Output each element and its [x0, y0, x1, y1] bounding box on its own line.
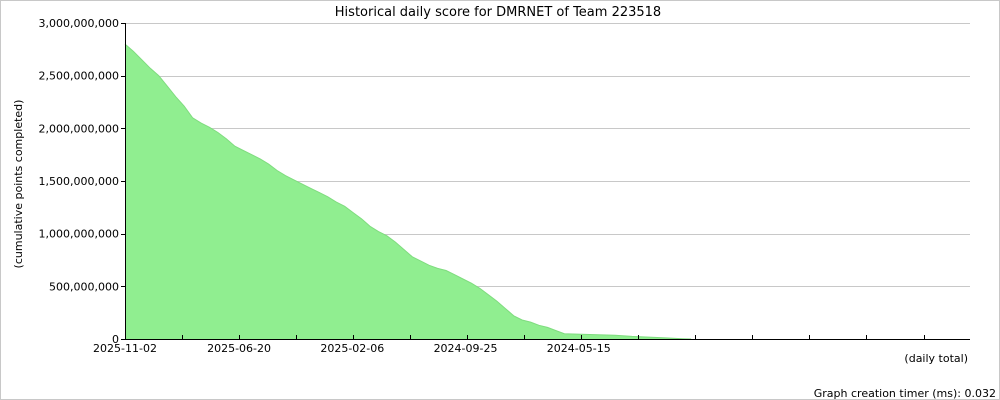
- series-area: [125, 44, 692, 339]
- x-tick-label: 2024-09-25: [434, 342, 498, 355]
- y-tick-label: 2,500,000,000: [39, 70, 119, 83]
- plot-area: 0 500,000,000 1,000,000,000 1,500,000,000 2,…: [39, 17, 970, 355]
- y-tick-label: 1,000,000,000: [39, 228, 119, 241]
- y-tick-label: 0: [112, 333, 119, 346]
- x-tick-label: 2025-02-06: [320, 342, 384, 355]
- graph-timer-footer: Graph creation timer (ms): 0.032: [814, 387, 996, 400]
- y-axis-label: (cumulative points completed): [12, 100, 25, 269]
- x-axis-label: (daily total): [904, 352, 968, 365]
- x-tick-label: 2025-11-02: [93, 342, 157, 355]
- y-tick-label: 500,000,000: [49, 280, 119, 293]
- chart-title: Historical daily score for DMRNET of Tea…: [335, 5, 661, 20]
- series-line: [124, 43, 692, 340]
- x-tick-label: 2024-05-15: [547, 342, 611, 355]
- y-tick-label: 3,000,000,000: [39, 17, 119, 30]
- y-tick-label: 2,000,000,000: [39, 122, 119, 135]
- x-tick-label: 2025-06-20: [207, 342, 271, 355]
- y-tick-label: 1,500,000,000: [39, 175, 119, 188]
